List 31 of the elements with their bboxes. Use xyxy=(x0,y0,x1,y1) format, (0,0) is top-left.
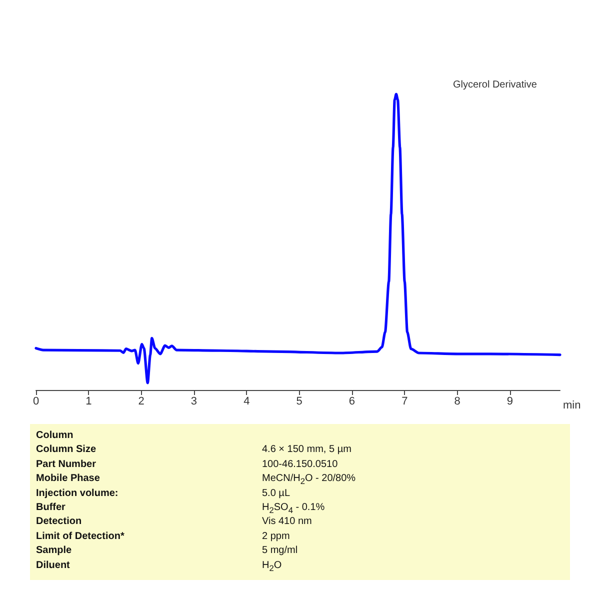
x-tick-label: 3 xyxy=(190,396,198,408)
text: Buffer xyxy=(36,501,66,515)
text: Column xyxy=(36,429,74,443)
text: Sample xyxy=(36,544,72,558)
text: 100-46.150.0510 xyxy=(262,458,338,472)
x-tick-label: 5 xyxy=(296,396,302,408)
x-tick-label: 1 xyxy=(86,396,92,408)
text: Limit of Detection* xyxy=(36,530,124,544)
text: Part Number xyxy=(36,458,96,472)
text: Detection xyxy=(36,515,82,530)
x-tick-label: 7 xyxy=(402,396,408,408)
text: 4.6 × 150 mm, 5 µm xyxy=(262,443,352,458)
text: Injection volume: xyxy=(36,486,118,501)
text: 5.0 µL xyxy=(262,486,290,501)
x-tick-label: 0 xyxy=(32,396,40,408)
x-tick-label: 6 xyxy=(348,396,356,408)
chart-title: Glycerol Derivative xyxy=(453,80,538,90)
text: MeCN/H$_{2}$O - 20/80% xyxy=(262,472,356,488)
x-tick-label: 4 xyxy=(244,396,250,408)
x-tick-label: 2 xyxy=(138,396,144,408)
text: Mobile Phase xyxy=(36,472,100,486)
text: 2 ppm xyxy=(262,530,290,544)
text: H$_{2}$O xyxy=(262,558,282,575)
x-tick-label: 8 xyxy=(454,396,460,408)
x-tick-label: 9 xyxy=(506,396,514,408)
text: Diluent xyxy=(36,558,70,573)
x-axis-title: min xyxy=(563,400,581,412)
text: H$_{2}$SO$_{4}$ - 0.1% xyxy=(262,501,325,516)
text: Vis 410 nm xyxy=(262,515,312,530)
text: 5 mg/ml xyxy=(262,544,298,558)
text: Column Size xyxy=(36,443,96,458)
